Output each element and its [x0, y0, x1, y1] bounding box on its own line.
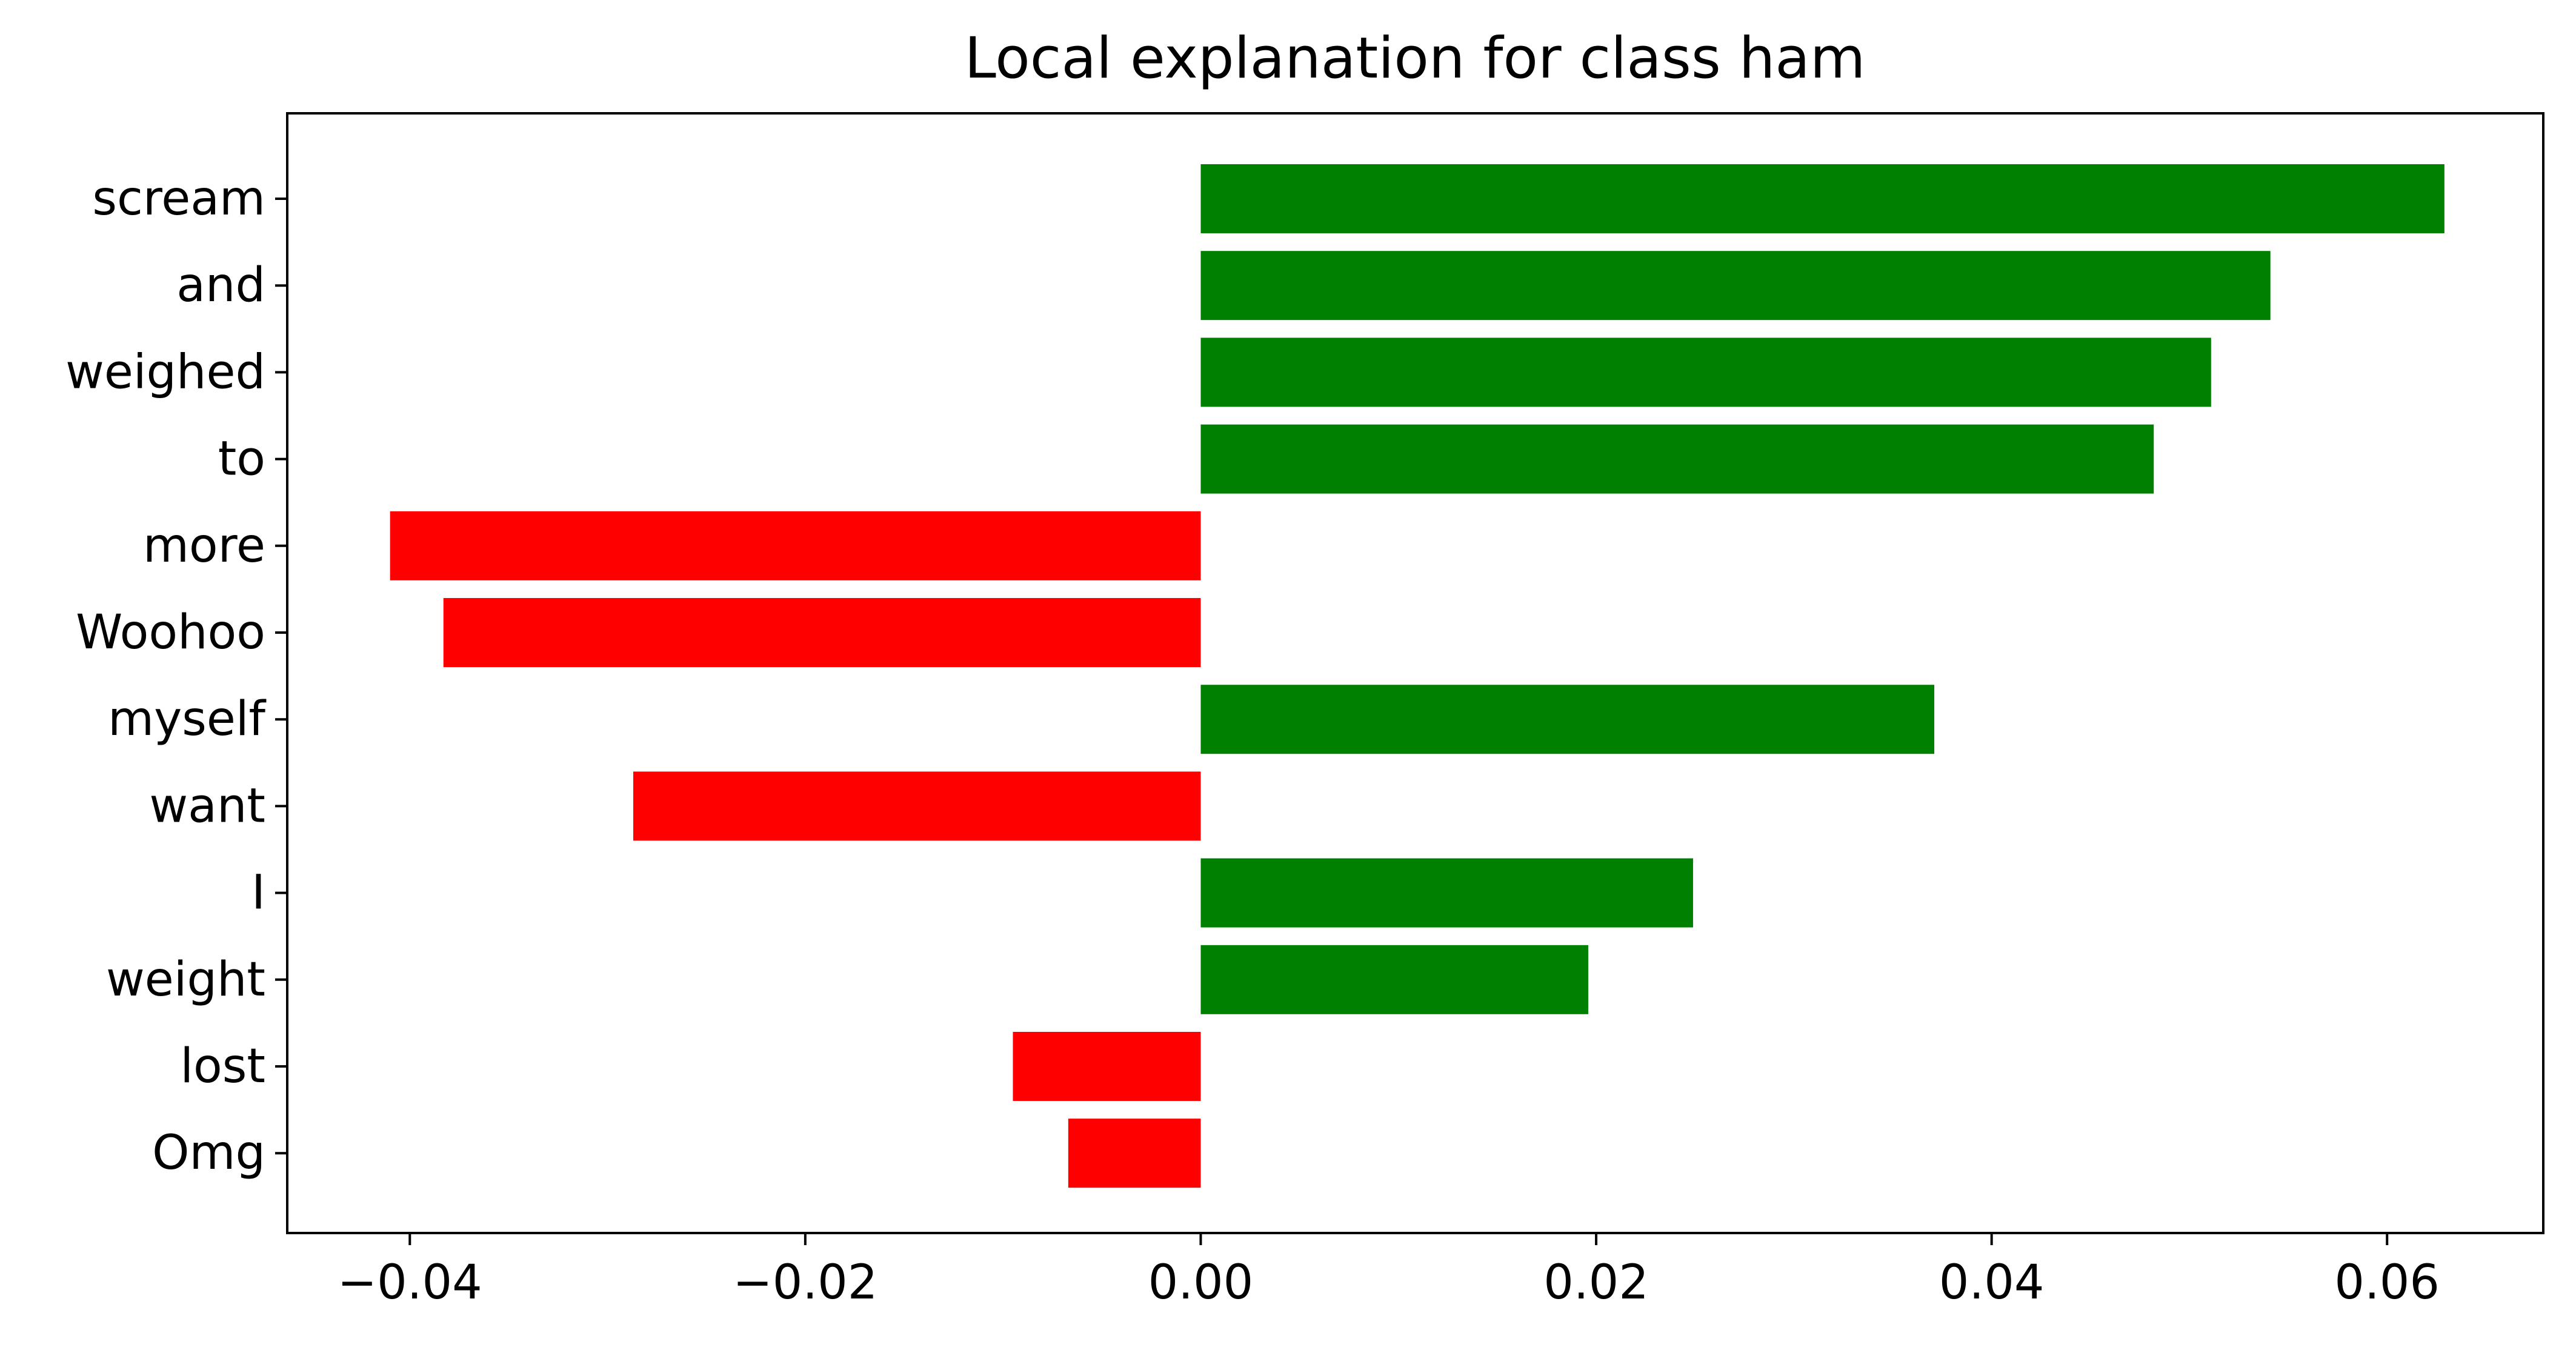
y-tick-label-woohoo: Woohoo	[76, 605, 265, 660]
y-tick-label-weight: weight	[106, 952, 265, 1007]
y-tick-label-omg: Omg	[152, 1126, 265, 1180]
bar-weight	[1200, 945, 1589, 1014]
y-tick-label-lost: lost	[180, 1039, 265, 1094]
y-tick-label-more: more	[143, 519, 265, 573]
y-axis-ticks: scream and weighed to more Woohoo myself want Iw…	[65, 171, 287, 1180]
bar-scream	[1200, 164, 2445, 233]
x-tick-label: −0.02	[733, 1255, 877, 1310]
y-tick-label-to: to	[218, 432, 265, 487]
bar-and	[1200, 251, 2271, 321]
y-tick-label-and: and	[176, 258, 265, 313]
chart-title: Local explanation for class ham	[965, 25, 1866, 91]
x-tick-label: 0.02	[1543, 1255, 1649, 1310]
y-tick-label-weighed: weighed	[65, 345, 265, 399]
bar-weighed	[1200, 337, 2211, 407]
y-tick-label-i: I	[251, 866, 265, 920]
bar-myself	[1200, 685, 1935, 754]
bar-more	[390, 511, 1201, 580]
y-tick-label-myself: myself	[108, 692, 266, 746]
bar-to	[1200, 424, 2154, 494]
bar-i	[1200, 858, 1693, 928]
plot-frame	[286, 112, 2544, 1234]
bar-omg	[1068, 1119, 1201, 1188]
y-tick-label-want: want	[149, 779, 265, 833]
x-tick-label: −0.04	[338, 1255, 482, 1310]
bar-woohoo	[443, 598, 1201, 667]
bar-want	[633, 771, 1201, 841]
x-tick-label: 0.04	[1939, 1255, 2045, 1310]
x-axis-ticks: −0.04 −0.02 0.00 0.02 0.04 0.06	[338, 1233, 2440, 1310]
x-tick-label: 0.06	[2334, 1255, 2440, 1310]
y-tick-label-scream: scream	[92, 171, 265, 226]
bars-layer	[390, 164, 2445, 1188]
bar-lost	[1013, 1032, 1201, 1101]
x-tick-label: 0.00	[1148, 1255, 1254, 1310]
